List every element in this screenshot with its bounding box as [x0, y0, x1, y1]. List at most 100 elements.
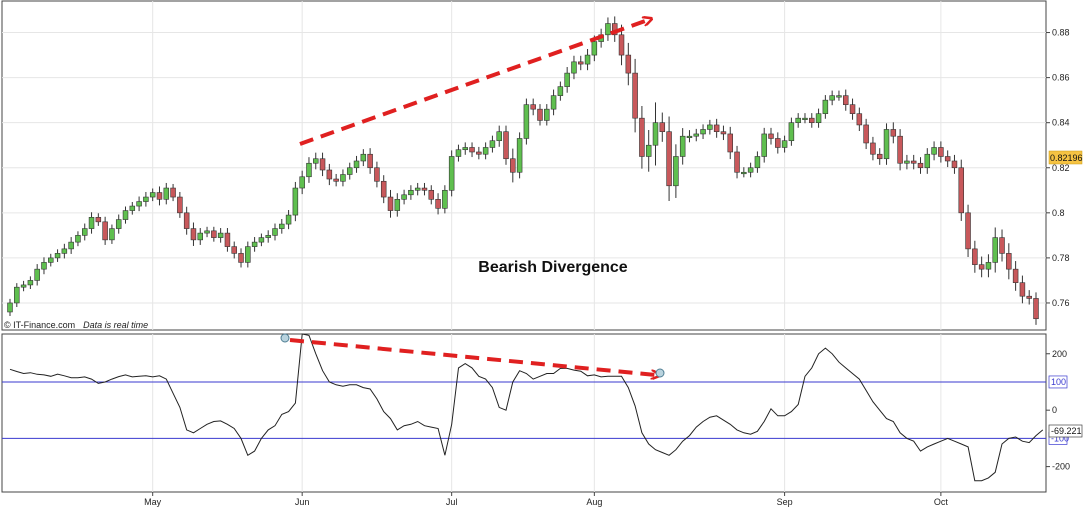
candle-body-down: [720, 131, 727, 135]
candle-body-down: [951, 160, 958, 169]
oscillator-divergence-start-marker: [280, 333, 290, 343]
candle: [1026, 290, 1032, 305]
candle-body-down: [849, 104, 856, 114]
reference-badge-box: [1048, 375, 1068, 389]
candle: [346, 162, 353, 180]
candle-body-down: [1019, 282, 1026, 297]
candle: [788, 117, 795, 146]
candle-body-down: [183, 212, 190, 229]
candle: [605, 17, 611, 41]
oscillator-divergence-arrow: [289, 338, 656, 375]
candle-body-down: [666, 131, 672, 187]
candle-body-up: [68, 241, 74, 250]
candle: [469, 142, 475, 158]
candle-body-down: [809, 117, 815, 123]
candle: [870, 136, 876, 161]
price-badge-text: 0.82196: [1050, 153, 1083, 163]
candle: [68, 237, 74, 254]
candle: [81, 223, 88, 241]
candle: [183, 206, 190, 235]
candle: [34, 264, 40, 286]
price-y-tick-label: 0.78: [1052, 253, 1070, 263]
candle-body-down: [978, 264, 985, 270]
candle: [1033, 292, 1039, 325]
candle-body-down: [876, 153, 883, 160]
candle-body-down: [972, 248, 978, 265]
candle: [326, 163, 333, 186]
candle-body-up: [27, 280, 34, 286]
candle: [999, 229, 1005, 262]
candle: [238, 248, 244, 268]
price-badge-box: [1048, 150, 1083, 165]
candle-body-up: [795, 117, 801, 123]
candle-body-up: [401, 194, 407, 200]
candle: [394, 193, 401, 217]
candle: [448, 150, 455, 197]
candle-body-up: [564, 72, 570, 87]
candle-body-down: [503, 131, 509, 160]
candle-body-down: [469, 147, 475, 153]
candle: [75, 231, 81, 247]
candle: [775, 132, 781, 154]
candle: [802, 113, 808, 124]
candle: [768, 127, 774, 145]
candle-body-up: [143, 196, 149, 202]
candle: [944, 150, 951, 168]
candle-body-down: [238, 253, 244, 263]
candle-body-down: [618, 34, 625, 56]
candle: [380, 175, 387, 204]
oscillator-y-tick-label: 0: [1052, 405, 1057, 415]
candle-body-down: [734, 151, 740, 173]
candle-body-up: [822, 99, 829, 114]
candle: [523, 98, 530, 145]
candle: [544, 104, 550, 126]
candle-body-up: [693, 133, 700, 137]
candle-body-up: [523, 104, 530, 139]
candle: [177, 191, 183, 218]
candle-body-down: [211, 230, 217, 238]
candle: [958, 159, 965, 221]
candle-body-up: [163, 187, 170, 200]
candle: [754, 151, 761, 173]
candle: [462, 142, 468, 155]
candle: [54, 249, 61, 262]
candle-body-up: [14, 286, 20, 304]
candle: [938, 141, 944, 163]
candle: [666, 116, 672, 201]
candle-body-down: [380, 180, 387, 198]
price-y-tick-label: 0.76: [1052, 298, 1070, 308]
candle-body-up: [75, 235, 81, 243]
candle-body-up: [496, 131, 502, 142]
candle-body-down: [537, 108, 543, 121]
candle-body-down: [1012, 268, 1019, 283]
candle-body-down: [890, 129, 897, 137]
candle: [353, 155, 360, 173]
candle: [503, 125, 509, 165]
candle-body-up: [81, 228, 88, 236]
oscillator-panel: 200 0 -200 100 -100 -69.221: [1, 333, 1083, 493]
candle-body-up: [591, 41, 598, 56]
candle-body-up: [109, 228, 115, 241]
candle-body-up: [550, 95, 557, 110]
price-panel-frame: [1, 0, 1047, 331]
candle-body-up: [245, 246, 251, 263]
candle-body-down: [319, 158, 326, 171]
credit-note: Data is real time: [83, 320, 148, 330]
candle: [122, 206, 129, 224]
candle-body-up: [251, 241, 258, 247]
candle-body-down: [897, 135, 903, 164]
candle-body-up: [122, 210, 129, 220]
candle-body-up: [781, 140, 788, 148]
candle: [204, 226, 210, 238]
candle-body-down: [768, 133, 774, 139]
candle-body-down: [367, 153, 373, 169]
candle: [972, 240, 978, 273]
candle: [48, 253, 54, 267]
candle-body-down: [578, 61, 584, 65]
candle: [299, 170, 305, 195]
candle-body-up: [279, 223, 285, 229]
candle: [781, 135, 788, 153]
candle: [557, 81, 564, 101]
candle-body-up: [788, 122, 795, 142]
candle: [408, 185, 414, 200]
